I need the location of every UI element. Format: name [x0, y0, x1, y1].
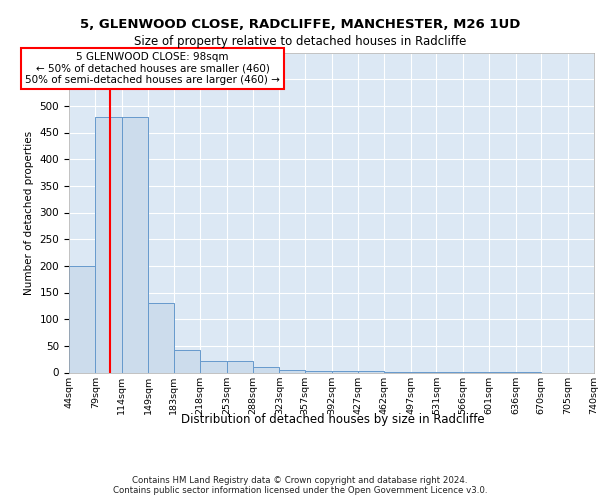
- Text: Contains HM Land Registry data © Crown copyright and database right 2024.
Contai: Contains HM Land Registry data © Crown c…: [113, 476, 487, 495]
- Text: 5 GLENWOOD CLOSE: 98sqm
← 50% of detached houses are smaller (460)
50% of semi-d: 5 GLENWOOD CLOSE: 98sqm ← 50% of detache…: [25, 52, 280, 85]
- Bar: [174, 350, 200, 372]
- Bar: [280, 370, 305, 372]
- Bar: [253, 367, 280, 372]
- Bar: [227, 361, 253, 372]
- Bar: [200, 361, 227, 372]
- Bar: [95, 116, 122, 372]
- Text: Size of property relative to detached houses in Radcliffe: Size of property relative to detached ho…: [134, 35, 466, 48]
- Text: 5, GLENWOOD CLOSE, RADCLIFFE, MANCHESTER, M26 1UD: 5, GLENWOOD CLOSE, RADCLIFFE, MANCHESTER…: [80, 18, 520, 30]
- Bar: [69, 266, 95, 372]
- Y-axis label: Number of detached properties: Number of detached properties: [24, 130, 34, 294]
- Bar: [305, 371, 331, 372]
- Text: Distribution of detached houses by size in Radcliffe: Distribution of detached houses by size …: [181, 412, 485, 426]
- Bar: [122, 116, 148, 372]
- Bar: [148, 303, 174, 372]
